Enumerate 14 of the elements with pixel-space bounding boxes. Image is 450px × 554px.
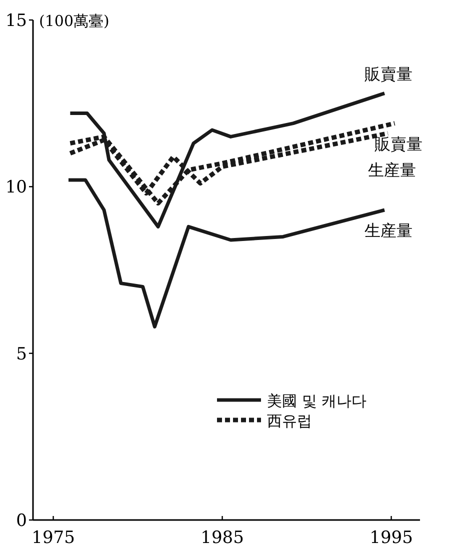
x-tick-label: 1995 xyxy=(370,528,413,548)
x-tick-label: 1975 xyxy=(32,528,75,548)
annotation: 西유럽 xyxy=(267,412,312,430)
series-label: 販賣量 xyxy=(364,64,413,84)
series-label: 販賣量 xyxy=(374,134,423,154)
series-label: 生産量 xyxy=(364,221,413,240)
y-tick-label: 0 xyxy=(16,511,27,531)
x-tick-label: 1985 xyxy=(200,528,244,548)
y-tick-label: 10 xyxy=(5,178,27,198)
y-tick-label: 15 xyxy=(5,11,27,31)
series-label: 生産量 xyxy=(368,160,416,180)
y-axis-title: (100萬臺) xyxy=(39,12,110,30)
annotation: 美國 및 캐나다 xyxy=(267,392,367,410)
y-tick-label: 5 xyxy=(16,344,27,364)
